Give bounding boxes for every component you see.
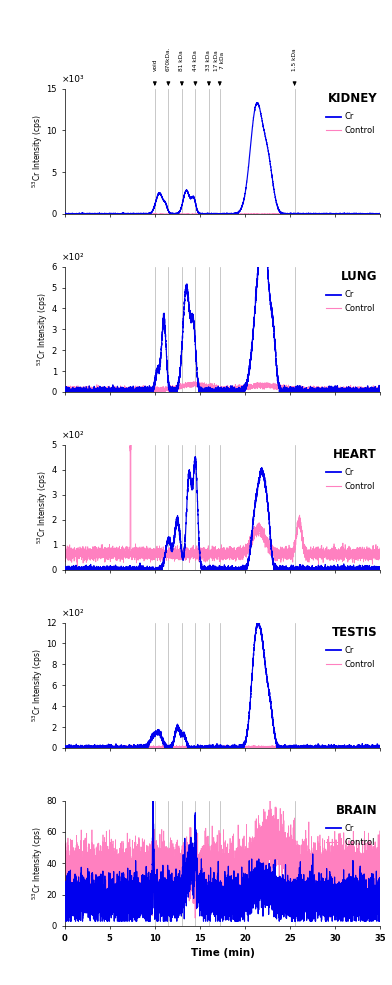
- Text: 670kDa.: 670kDa.: [166, 46, 171, 71]
- Y-axis label: $^{53}$Cr Intensity (cps): $^{53}$Cr Intensity (cps): [36, 470, 50, 545]
- Text: BRAIN: BRAIN: [336, 805, 377, 818]
- Legend: Cr, Control: Cr, Control: [323, 821, 379, 850]
- Text: ×10³: ×10³: [62, 75, 84, 84]
- Y-axis label: $^{53}$Cr Intensity (cps): $^{53}$Cr Intensity (cps): [36, 293, 50, 366]
- Legend: Cr, Control: Cr, Control: [323, 109, 379, 138]
- Text: ×10²: ×10²: [62, 430, 84, 439]
- Text: ×10²: ×10²: [62, 252, 84, 262]
- Text: ×10²: ×10²: [62, 609, 84, 618]
- Text: 1.5 kDa: 1.5 kDa: [292, 48, 297, 71]
- Text: 44 kDa: 44 kDa: [193, 50, 198, 71]
- Y-axis label: $^{53}$Cr Intensity (cps): $^{53}$Cr Intensity (cps): [31, 114, 45, 188]
- Text: HEART: HEART: [333, 448, 377, 461]
- X-axis label: Time (min): Time (min): [191, 949, 254, 958]
- Legend: Cr, Control: Cr, Control: [323, 465, 379, 493]
- Text: 33 kDa: 33 kDa: [207, 50, 211, 71]
- Legend: Cr, Control: Cr, Control: [323, 643, 379, 672]
- Y-axis label: $^{53}$Cr Intensity (cps): $^{53}$Cr Intensity (cps): [31, 826, 45, 900]
- Text: 17 kDa
7 kDa: 17 kDa 7 kDa: [214, 50, 225, 71]
- Y-axis label: $^{53}$Cr Intensity (cps): $^{53}$Cr Intensity (cps): [31, 648, 45, 722]
- Text: TESTIS: TESTIS: [332, 626, 377, 639]
- Text: KIDNEY: KIDNEY: [327, 93, 377, 105]
- Text: LUNG: LUNG: [341, 271, 377, 284]
- Text: void: void: [152, 58, 157, 71]
- Text: 81 kDa: 81 kDa: [180, 50, 184, 71]
- Legend: Cr, Control: Cr, Control: [323, 287, 379, 316]
